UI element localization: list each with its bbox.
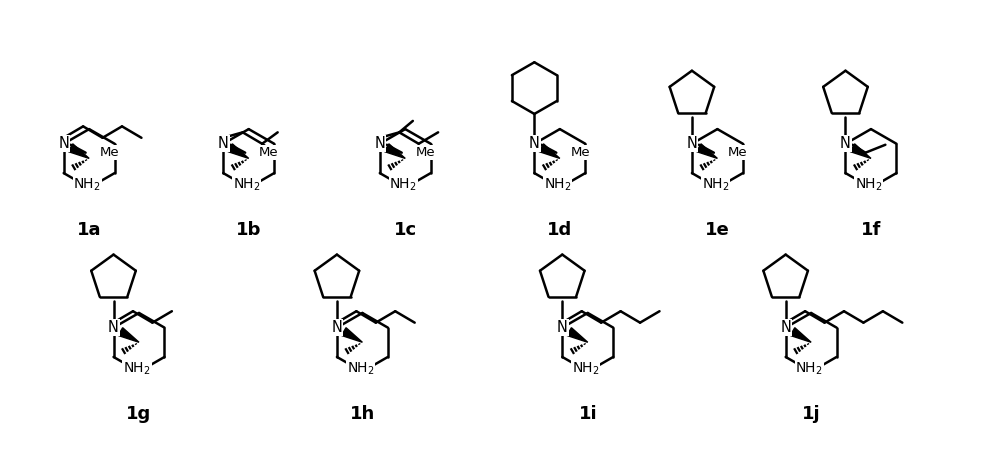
- Text: Me: Me: [570, 146, 590, 159]
- Text: Me: Me: [100, 146, 119, 159]
- Polygon shape: [118, 328, 139, 342]
- Polygon shape: [68, 144, 89, 159]
- Text: NH$_2$: NH$_2$: [572, 361, 600, 377]
- Text: N: N: [780, 320, 791, 335]
- Text: NH$_2$: NH$_2$: [73, 177, 101, 193]
- Text: NH$_2$: NH$_2$: [233, 177, 261, 193]
- Text: N: N: [686, 136, 697, 151]
- Polygon shape: [539, 144, 560, 159]
- Polygon shape: [697, 144, 717, 159]
- Text: 1e: 1e: [705, 221, 730, 239]
- Text: 1f: 1f: [861, 221, 881, 239]
- Text: NH$_2$: NH$_2$: [123, 361, 151, 377]
- Text: NH$_2$: NH$_2$: [389, 177, 417, 193]
- Text: N: N: [529, 136, 540, 151]
- Text: N: N: [331, 320, 342, 335]
- Text: Me: Me: [416, 146, 435, 159]
- Text: 1i: 1i: [578, 405, 597, 423]
- Text: 1d: 1d: [547, 221, 572, 239]
- Polygon shape: [850, 144, 871, 159]
- Text: NH$_2$: NH$_2$: [347, 361, 374, 377]
- Text: NH$_2$: NH$_2$: [702, 177, 729, 193]
- Text: 1j: 1j: [802, 405, 820, 423]
- Polygon shape: [567, 328, 588, 342]
- Polygon shape: [228, 144, 249, 159]
- Text: Me: Me: [259, 146, 279, 159]
- Text: 1g: 1g: [126, 405, 152, 423]
- Text: NH$_2$: NH$_2$: [855, 177, 883, 193]
- Text: 1b: 1b: [236, 221, 261, 239]
- Text: 1c: 1c: [394, 221, 417, 239]
- Text: N: N: [218, 136, 229, 151]
- Text: 1h: 1h: [350, 405, 375, 423]
- Text: 1a: 1a: [77, 221, 101, 239]
- Text: N: N: [58, 136, 69, 151]
- Polygon shape: [384, 144, 405, 159]
- Text: N: N: [108, 320, 119, 335]
- Text: Me: Me: [728, 146, 747, 159]
- Polygon shape: [790, 328, 811, 342]
- Text: N: N: [374, 136, 385, 151]
- Text: N: N: [840, 136, 851, 151]
- Text: NH$_2$: NH$_2$: [795, 361, 823, 377]
- Text: NH$_2$: NH$_2$: [544, 177, 572, 193]
- Text: N: N: [557, 320, 568, 335]
- Polygon shape: [342, 328, 362, 342]
